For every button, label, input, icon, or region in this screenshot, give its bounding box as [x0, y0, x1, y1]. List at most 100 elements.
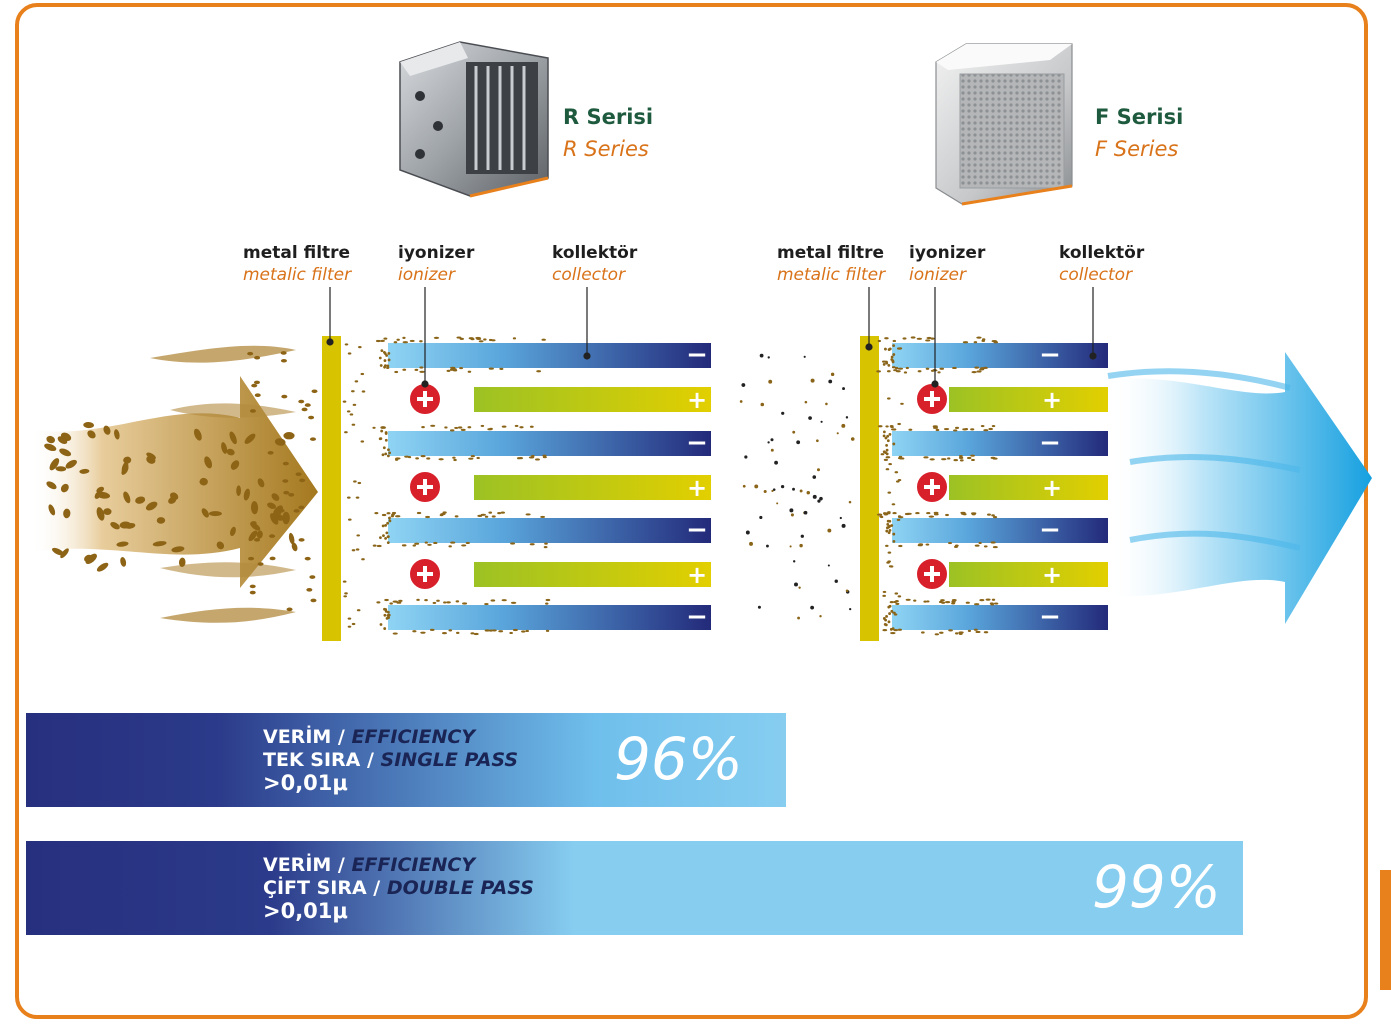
dust-particle	[402, 368, 407, 371]
dust-particle	[897, 515, 902, 518]
dust-particle	[893, 613, 898, 616]
dust-particle	[216, 541, 225, 550]
dust-particle	[887, 511, 891, 514]
dust-particle	[484, 602, 489, 606]
label-collector-en: collector	[1059, 265, 1133, 285]
dust-particle	[46, 481, 57, 490]
dust-particle	[83, 422, 95, 429]
dust-particle	[939, 367, 945, 370]
dust-particle	[882, 362, 886, 366]
dust-particle	[545, 629, 550, 632]
dust-particle	[990, 541, 996, 544]
dust-particle	[905, 598, 911, 601]
dust-particle	[169, 492, 179, 501]
dust-particle	[512, 337, 517, 340]
dust-particle	[992, 457, 998, 460]
ionizer-positive-icon	[915, 470, 949, 504]
dust-particle	[49, 458, 60, 471]
dust-particle	[757, 605, 761, 609]
dust-particle	[415, 457, 419, 460]
dust-particle	[358, 346, 362, 349]
dust-particle	[917, 544, 923, 547]
dust-particle	[845, 416, 849, 419]
dust-particle	[379, 536, 382, 540]
dust-particle	[885, 456, 891, 459]
plus-sign: +	[1042, 474, 1062, 502]
dust-particle	[60, 548, 69, 559]
dust-particle	[356, 609, 361, 612]
dust-particle	[414, 368, 419, 371]
dust-particle	[444, 426, 448, 429]
dust-particle	[767, 356, 770, 359]
dust-particle	[889, 424, 894, 428]
dust-particle	[882, 430, 886, 434]
dust-particle	[917, 370, 922, 373]
eff1-line1-tr: VERİM /	[263, 726, 352, 748]
plus-sign: +	[687, 474, 707, 502]
dust-particle	[893, 628, 898, 632]
dust-particle	[347, 496, 351, 499]
dust-particle	[384, 452, 388, 456]
eff2-line2-en: DOUBLE PASS	[386, 877, 534, 899]
dust-particle	[460, 428, 466, 432]
dust-particle	[404, 455, 410, 458]
dust-particle	[501, 599, 507, 602]
label-collector-en: collector	[552, 265, 626, 285]
dust-particle	[953, 459, 958, 462]
dust-particle	[926, 511, 931, 515]
dust-particle	[455, 600, 460, 603]
dust-particle	[306, 587, 313, 592]
dust-particle	[208, 511, 222, 517]
dust-particle	[876, 370, 881, 373]
dust-particle	[386, 614, 390, 617]
dust-particle	[267, 451, 274, 455]
dust-particle	[760, 402, 765, 407]
dust-particle	[387, 351, 391, 355]
dust-particle	[392, 632, 398, 635]
dust-particle	[193, 428, 202, 441]
dust-particle	[386, 366, 390, 370]
dust-particle	[250, 501, 259, 515]
dust-particle	[945, 513, 949, 517]
dust-particle	[892, 539, 896, 543]
dust-particle	[429, 628, 435, 631]
dust-particle	[459, 337, 464, 340]
f-series-title-en: F Series	[1095, 137, 1179, 161]
dust-particle	[497, 512, 502, 515]
dust-particle	[941, 601, 946, 604]
dust-particle	[916, 337, 922, 340]
dust-particle	[298, 505, 305, 510]
dust-particle	[983, 366, 988, 369]
dust-particle	[426, 457, 431, 460]
dust-particle	[374, 512, 379, 515]
dust-particle	[299, 478, 306, 483]
dust-particle	[897, 422, 901, 426]
dust-particle	[221, 442, 228, 454]
dust-particle	[895, 602, 900, 605]
dust-particle	[897, 347, 902, 350]
dust-particle	[48, 504, 56, 516]
dust-particle	[789, 545, 792, 548]
dust-particle	[536, 370, 542, 373]
dust-particle	[293, 509, 300, 513]
dust-particle	[281, 394, 288, 399]
label-leader-lines	[326, 287, 1097, 388]
dust-particle	[257, 478, 265, 488]
dust-particle	[934, 633, 940, 636]
dust-particle	[893, 600, 897, 604]
dust-particle	[379, 364, 383, 367]
dust-particle	[878, 425, 883, 428]
dust-particle	[797, 616, 800, 620]
dust-particle	[396, 338, 400, 341]
dust-particle	[887, 491, 892, 494]
dust-particle	[839, 516, 842, 520]
dust-particle	[249, 584, 256, 589]
dust-particle	[384, 431, 388, 434]
dust-particle	[512, 628, 518, 632]
dust-particle	[459, 366, 464, 370]
r-series-title-en: R Series	[563, 137, 649, 161]
dust-particle	[489, 427, 493, 430]
dust-particle	[890, 631, 896, 635]
dust-particle	[380, 349, 384, 353]
dust-particle	[887, 620, 891, 624]
